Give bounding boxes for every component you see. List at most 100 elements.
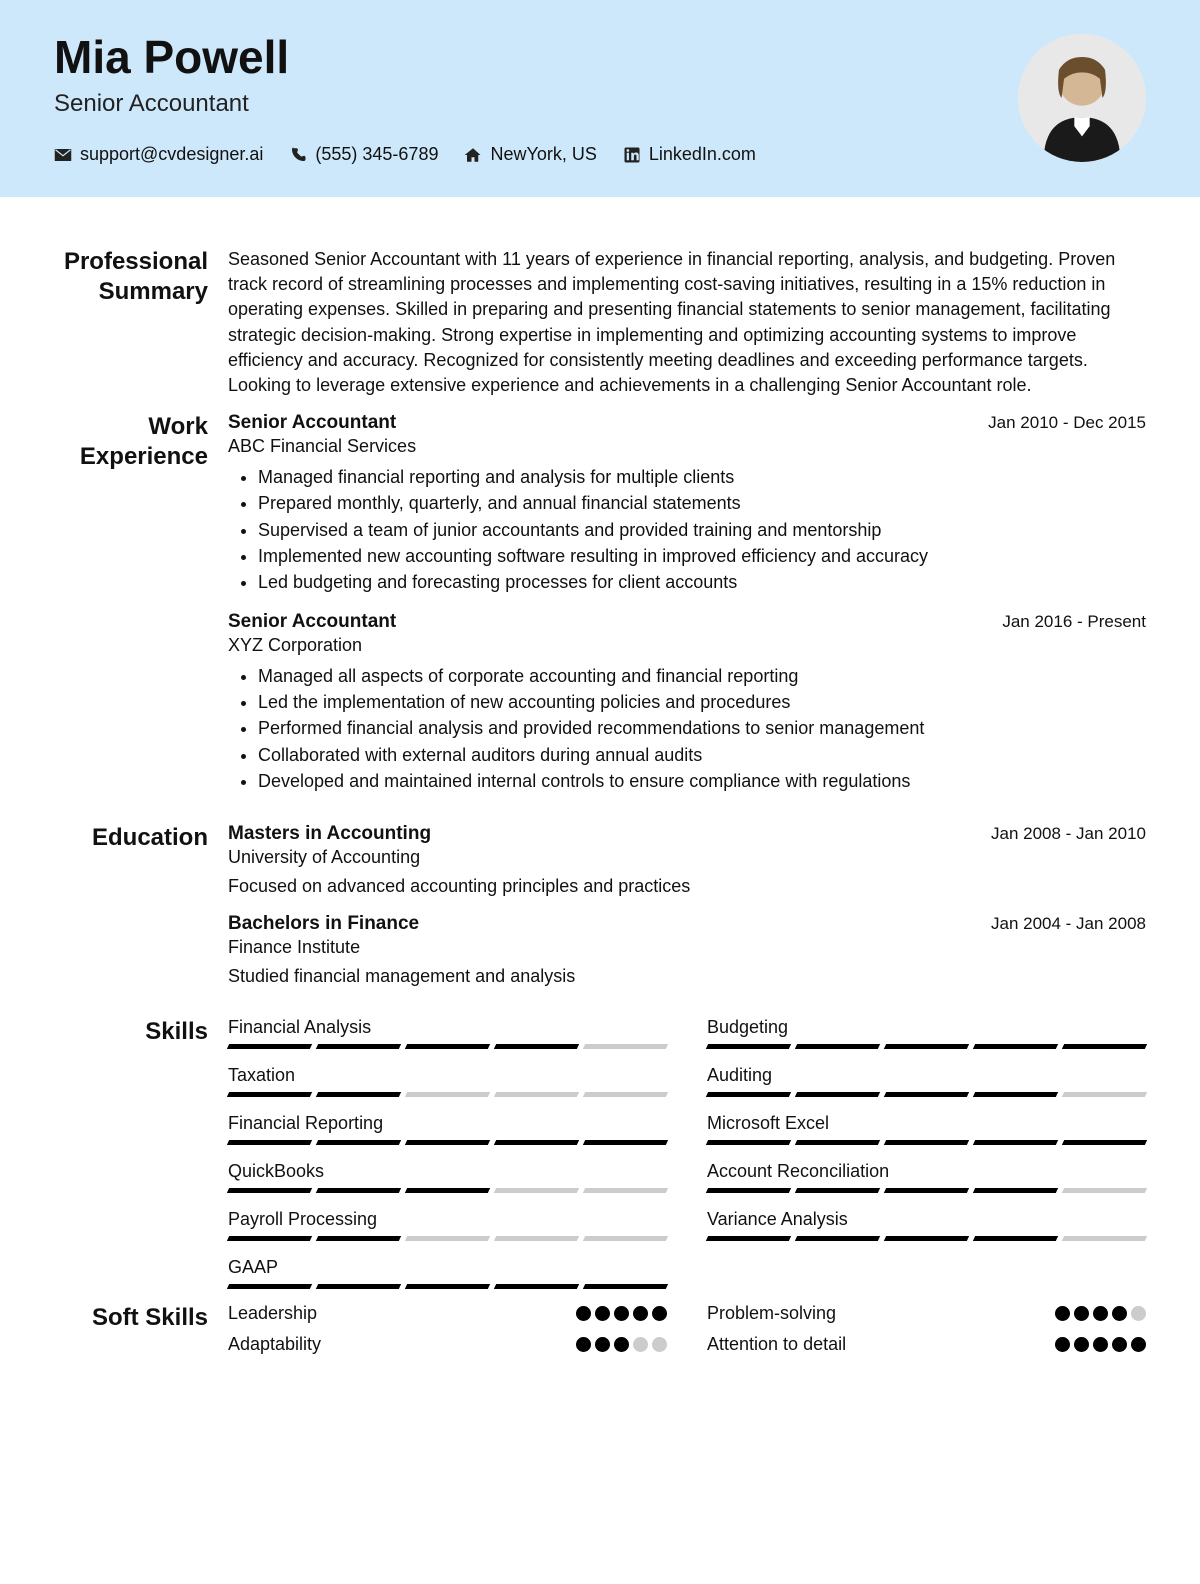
skill-name: Payroll Processing [228,1209,667,1230]
skill-item: Variance Analysis [707,1209,1146,1241]
skill-name: Account Reconciliation [707,1161,1146,1182]
skill-segment [316,1284,401,1289]
skill-name: GAAP [228,1257,667,1278]
skill-segment [494,1188,579,1193]
dot [652,1306,667,1321]
resume-header: Mia Powell Senior Accountant support@cvd… [0,0,1200,197]
skill-segment [973,1044,1058,1049]
skill-segment [706,1140,791,1145]
skill-segment [583,1140,668,1145]
job-bullets: Managed all aspects of corporate account… [228,664,1146,793]
softskill-item: Attention to detail [707,1334,1146,1355]
skill-segment [973,1236,1058,1241]
job-title: Senior Accountant [228,412,396,434]
skill-segment [795,1044,880,1049]
dot [1131,1337,1146,1352]
dot [614,1306,629,1321]
skill-segment [795,1188,880,1193]
edu-dates: Jan 2004 - Jan 2008 [991,914,1146,934]
skill-segment [1062,1188,1147,1193]
bullet: Implemented new accounting software resu… [258,544,1146,568]
skill-segment [795,1236,880,1241]
dot [614,1337,629,1352]
bullet: Developed and maintained internal contro… [258,769,1146,793]
skill-segment [706,1236,791,1241]
bullet: Performed financial analysis and provide… [258,716,1146,740]
skill-segment [316,1140,401,1145]
section-label: Education [54,823,208,853]
skill-name: Microsoft Excel [707,1113,1146,1134]
resume-body: Professional Summary Seasoned Senior Acc… [0,197,1200,1399]
section-summary: Professional Summary Seasoned Senior Acc… [54,247,1146,398]
skill-segment [405,1140,490,1145]
label-col: Soft Skills [54,1303,228,1355]
person-name: Mia Powell [54,30,1018,84]
skill-bar [228,1284,667,1289]
skill-segment [227,1236,312,1241]
skill-segment [494,1284,579,1289]
skill-name: Auditing [707,1065,1146,1086]
dot [595,1306,610,1321]
skill-segment [494,1140,579,1145]
edu-school: Finance Institute [228,937,1146,958]
skill-segment [227,1044,312,1049]
skill-name: Budgeting [707,1017,1146,1038]
avatar [1018,34,1146,162]
skill-segment [494,1044,579,1049]
content-col: Seasoned Senior Accountant with 11 years… [228,247,1146,398]
skill-segment [405,1044,490,1049]
education-list: Masters in AccountingJan 2008 - Jan 2010… [228,823,1146,1003]
skill-segment [227,1188,312,1193]
softskill-name: Adaptability [228,1334,321,1355]
job: Senior AccountantJan 2016 - PresentXYZ C… [228,611,1146,793]
skill-segment [405,1092,490,1097]
section-label: Work Experience [54,412,208,472]
section-skills: Skills Financial AnalysisBudgetingTaxati… [54,1017,1146,1289]
experience-list: Senior AccountantJan 2010 - Dec 2015ABC … [228,412,1146,809]
skill-segment [583,1284,668,1289]
dot [1093,1306,1108,1321]
dot [1074,1306,1089,1321]
bullet: Led the implementation of new accounting… [258,690,1146,714]
softskill-dots [576,1337,667,1352]
bullet: Led budgeting and forecasting processes … [258,570,1146,594]
contact-text: (555) 345-6789 [315,144,438,165]
skill-segment [227,1140,312,1145]
bullet: Managed all aspects of corporate account… [258,664,1146,688]
content-col: Financial Analysis Budgeting Taxation Audit… [228,1017,1146,1289]
bullet: Collaborated with external auditors duri… [258,743,1146,767]
education-item: Masters in AccountingJan 2008 - Jan 2010… [228,823,1146,897]
skill-segment [706,1188,791,1193]
skill-bar [228,1236,667,1241]
skill-item: GAAP [228,1257,667,1289]
skill-item: Financial Analysis [228,1017,667,1049]
job-head: Senior AccountantJan 2016 - Present [228,611,1146,633]
skill-segment [405,1236,490,1241]
phone-icon [289,146,307,164]
contact-text: support@cvdesigner.ai [80,144,263,165]
softskills-grid: LeadershipProblem-solvingAdaptabilityAtt… [228,1303,1146,1355]
skill-bar [707,1188,1146,1193]
section-education: Education Masters in AccountingJan 2008 … [54,823,1146,1003]
job-head: Senior AccountantJan 2010 - Dec 2015 [228,412,1146,434]
contact-item: NewYork, US [464,144,596,165]
education-item: Bachelors in FinanceJan 2004 - Jan 2008F… [228,913,1146,987]
header-left: Mia Powell Senior Accountant support@cvd… [54,30,1018,165]
job-dates: Jan 2016 - Present [1002,612,1146,632]
skill-item: Taxation [228,1065,667,1097]
skill-segment [227,1092,312,1097]
softskill-dots [1055,1337,1146,1352]
skill-name: Variance Analysis [707,1209,1146,1230]
softskill-name: Leadership [228,1303,317,1324]
skill-segment [405,1284,490,1289]
skill-segment [583,1236,668,1241]
dot [1112,1306,1127,1321]
dot [633,1306,648,1321]
skill-segment [973,1092,1058,1097]
edu-degree: Masters in Accounting [228,823,431,845]
job-company: XYZ Corporation [228,635,1146,656]
softskill-item: Adaptability [228,1334,667,1355]
skill-name: Taxation [228,1065,667,1086]
skill-bar [228,1044,667,1049]
section-label: Professional Summary [54,247,208,307]
